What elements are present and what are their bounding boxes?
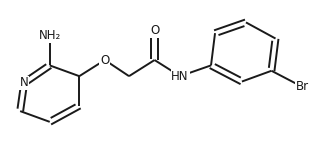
- Text: HN: HN: [171, 70, 189, 83]
- Text: Br: Br: [296, 80, 309, 93]
- Text: O: O: [100, 53, 110, 66]
- Text: NH₂: NH₂: [39, 29, 61, 42]
- Text: O: O: [150, 24, 159, 37]
- Text: N: N: [20, 76, 29, 89]
